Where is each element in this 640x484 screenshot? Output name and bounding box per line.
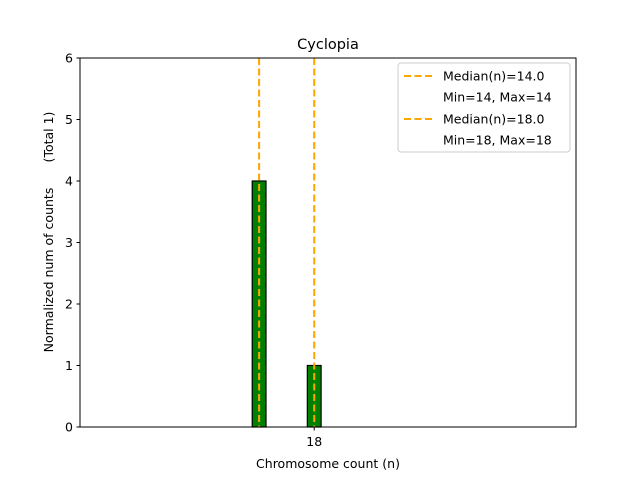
y-tick-label: 0	[65, 420, 73, 435]
y-tick-label: 3	[65, 235, 73, 250]
bars-layer	[251, 180, 322, 428]
chart-title: Cyclopia	[297, 37, 359, 53]
legend-entry-median-2: Median(n)=18.0	[443, 112, 544, 127]
y-axis-ticks: 0 1 2 3 4 5 6	[65, 51, 80, 435]
y-tick-label: 2	[65, 297, 73, 312]
y-tick-label: 4	[65, 174, 73, 189]
median-lines-layer	[258, 58, 316, 427]
legend: Median(n)=14.0 Min=14, Max=14 Median(n)=…	[397, 62, 571, 153]
legend-entry-range-1: Min=14, Max=14	[443, 90, 552, 105]
legend-entry-range-2: Min=18, Max=18	[443, 133, 552, 148]
y-axis-label: Normalized num of counts	[41, 188, 56, 353]
y-tick-label: 1	[65, 358, 73, 373]
x-axis-ticks: 18	[306, 427, 322, 449]
legend-entry-median-1: Median(n)=14.0	[443, 69, 544, 84]
x-tick-label: 18	[306, 434, 322, 449]
y-tick-label: 6	[65, 51, 73, 66]
y-axis-label-total: (Total 1)	[41, 112, 56, 163]
legend-box	[397, 62, 571, 153]
y-tick-label: 5	[65, 112, 73, 127]
x-axis-label: Chromosome count (n)	[256, 456, 400, 471]
